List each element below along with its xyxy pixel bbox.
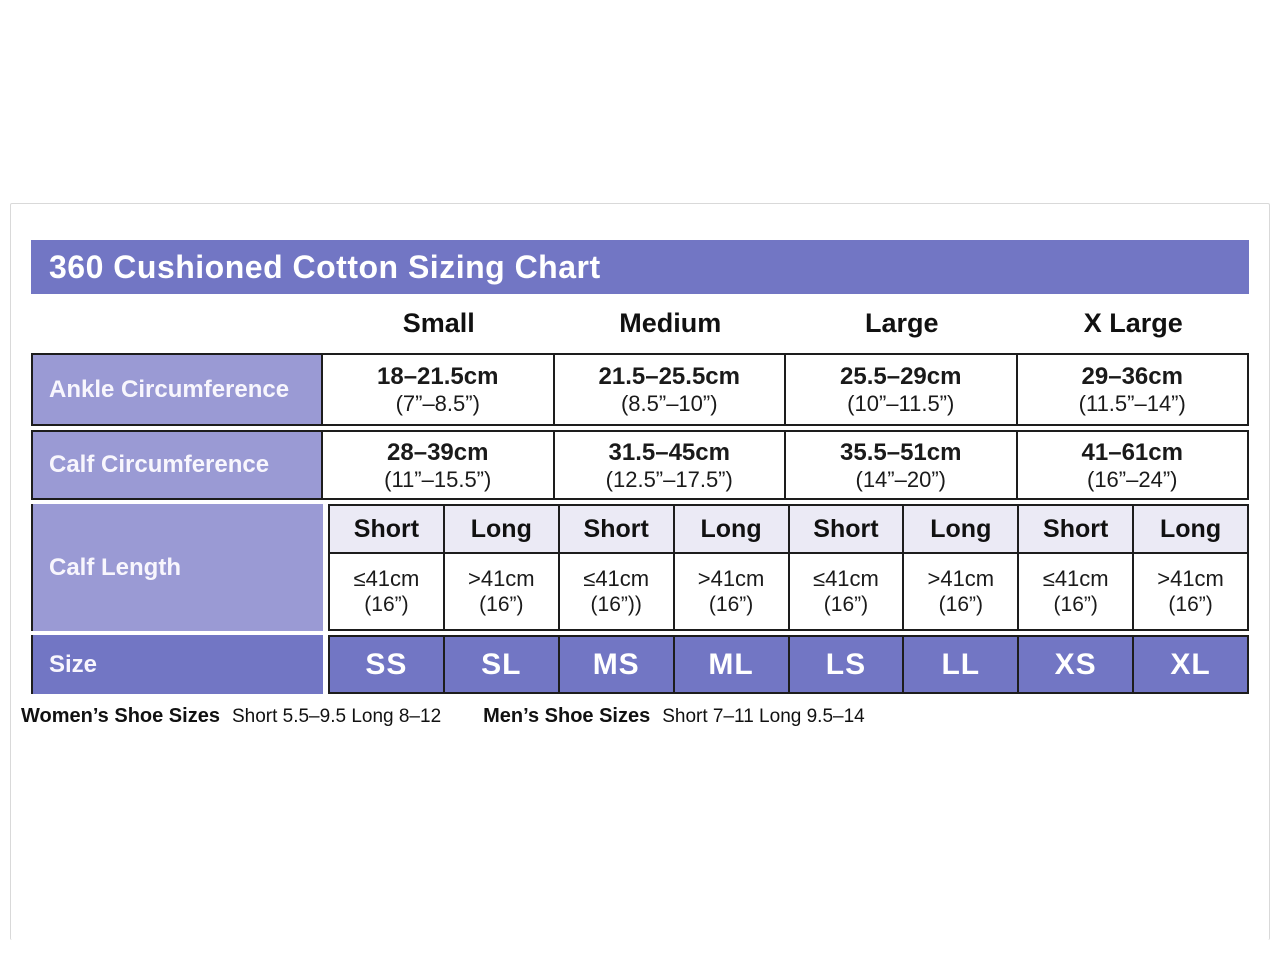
subheader-xlarge-long: Long: [1132, 506, 1247, 552]
size-ms: MS: [557, 637, 673, 692]
mens-shoe-sizes-values: Short 7–11 Long 9.5–14: [662, 706, 865, 727]
calfc-small-cm: 28–39cm: [387, 438, 489, 466]
ankle-circumference-row: Ankle Circumference 18–21.5cm (7”–8.5”) …: [31, 353, 1249, 426]
subheader-xlarge-short: Short: [1017, 506, 1133, 552]
calflen-sl-cm: >41cm: [467, 566, 535, 591]
ankle-small-cell: 18–21.5cm (7”–8.5”): [323, 355, 553, 424]
calflen-ll-in: (16”): [938, 593, 983, 616]
calfc-xlarge-cell: 41–61cm (16”–24”): [1015, 432, 1248, 498]
calflen-ml-in: (16”): [708, 593, 754, 616]
shoe-sizes-footer: Women’s Shoe Sizes Short 5.5–9.5 Long 8–…: [21, 705, 1249, 728]
row-label-size: Size: [31, 635, 323, 694]
size-ls: LS: [787, 637, 903, 692]
calflen-xl-cell: >41cm (16”): [1132, 554, 1247, 629]
ankle-small-cm: 18–21.5cm: [377, 363, 499, 390]
sizing-chart-card: 360 Cushioned Cotton Sizing Chart Small …: [10, 203, 1270, 940]
subheader-medium-long: Long: [672, 506, 788, 552]
calflen-ss-cm: ≤41cm: [353, 566, 420, 591]
calflen-ml-cell: >41cm (16”): [672, 554, 788, 629]
calflen-xs-cm: ≤41cm: [1042, 566, 1109, 591]
size-ml: ML: [672, 637, 788, 692]
calflen-xs-cell: ≤41cm (16”): [1017, 554, 1132, 629]
calfc-medium-in: (12.5”–17.5”): [605, 466, 733, 492]
calfc-large-cell: 35.5–51cm (14”–20”): [784, 432, 1016, 498]
calflen-xs-in: (16”): [1053, 593, 1098, 616]
subheader-medium-short: Short: [557, 506, 673, 552]
ankle-medium-cell: 21.5–25.5cm (8.5”–10”): [552, 355, 785, 424]
womens-shoe-sizes-values: Short 5.5–9.5 Long 8–12: [231, 706, 442, 727]
column-header-small: Small: [402, 308, 475, 338]
ankle-medium-in: (8.5”–10”): [620, 391, 718, 416]
calflen-ls-in: (16”): [823, 593, 869, 616]
calfc-medium-cell: 31.5–45cm (12.5”–17.5”): [552, 432, 785, 498]
size-xl: XL: [1132, 637, 1247, 692]
calflen-ss-cell: ≤41cm (16”): [330, 554, 443, 629]
calfc-xlarge-cm: 41–61cm: [1081, 438, 1183, 466]
calfc-small-in: (11”–15.5”): [384, 466, 492, 492]
ankle-small-in: (7”–8.5”): [395, 391, 480, 416]
size-column-headers: Small Medium Large X Large: [31, 294, 1249, 353]
womens-shoe-sizes-label: Women’s Shoe Sizes: [21, 705, 220, 727]
size-xs: XS: [1017, 637, 1132, 692]
calflen-ls-cell: ≤41cm (16”): [787, 554, 903, 629]
ankle-xlarge-cm: 29–36cm: [1081, 363, 1183, 390]
chart-title: 360 Cushioned Cotton Sizing Chart: [49, 248, 601, 285]
row-label-calf-length: Calf Length: [31, 504, 323, 631]
calflen-ml-cm: >41cm: [697, 566, 765, 591]
mens-shoe-sizes-label: Men’s Shoe Sizes: [483, 705, 651, 727]
size-values: SS SL MS ML LS LL XS XL: [328, 635, 1249, 694]
calflen-ls-cm: ≤41cm: [813, 566, 879, 591]
size-sl: SL: [442, 637, 558, 692]
calfc-small-cell: 28–39cm (11”–15.5”): [323, 432, 553, 498]
ankle-xlarge-cell: 29–36cm (11.5”–14”): [1015, 355, 1248, 424]
ankle-xlarge-in: (11.5”–14”): [1078, 391, 1186, 416]
calflen-ll-cm: >41cm: [927, 566, 995, 591]
ankle-large-cm: 25.5–29cm: [840, 363, 962, 390]
calf-length-row: Calf Length Short Long Short Long Short …: [31, 504, 1249, 631]
calf-circumference-row: Calf Circumference 28–39cm (11”–15.5”) 3…: [31, 430, 1249, 500]
column-header-xlarge: X Large: [1083, 308, 1183, 338]
ankle-large-in: (10”–11.5”): [847, 391, 955, 416]
size-ll: LL: [902, 637, 1017, 692]
calfc-xlarge-in: (16”–24”): [1087, 466, 1178, 492]
calf-circumference-values: 28–39cm (11”–15.5”) 31.5–45cm (12.5”–17.…: [323, 430, 1249, 500]
calflen-sl-cell: >41cm (16”): [442, 554, 558, 629]
column-header-medium: Medium: [619, 308, 722, 338]
calfc-large-cm: 35.5–51cm: [840, 438, 962, 466]
ankle-large-cell: 25.5–29cm (10”–11.5”): [784, 355, 1016, 424]
calfc-large-in: (14”–20”): [855, 466, 946, 492]
calf-length-value-row: ≤41cm (16”) >41cm (16”) ≤41cm (16”)) >41…: [330, 554, 1247, 629]
subheader-small-long: Long: [442, 506, 558, 552]
calflen-xl-cm: >41cm: [1157, 566, 1224, 591]
size-ss: SS: [365, 647, 408, 681]
ankle-medium-cm: 21.5–25.5cm: [598, 363, 740, 390]
size-row: Size SS SL MS ML LS LL XS XL: [31, 635, 1249, 694]
subheader-large-long: Long: [902, 506, 1018, 552]
calflen-ms-cm: ≤41cm: [583, 566, 650, 591]
calflen-ms-cell: ≤41cm (16”)): [557, 554, 673, 629]
column-header-large: Large: [864, 308, 939, 338]
row-label-ankle-circumference: Ankle Circumference: [31, 353, 323, 426]
calflen-ms-in: (16”)): [590, 593, 642, 616]
chart-title-bar: 360 Cushioned Cotton Sizing Chart: [31, 240, 1249, 294]
ankle-values: 18–21.5cm (7”–8.5”) 21.5–25.5cm (8.5”–10…: [323, 353, 1249, 426]
calflen-sl-in: (16”): [479, 593, 524, 616]
calflen-ll-cell: >41cm (16”): [902, 554, 1017, 629]
calflen-xl-in: (16”): [1168, 593, 1213, 616]
calfc-medium-cm: 31.5–45cm: [608, 438, 730, 466]
row-label-calf-circumference: Calf Circumference: [31, 430, 323, 500]
subheader-small-short: Short: [330, 506, 443, 552]
subheader-large-short: Short: [787, 506, 903, 552]
calf-length-values: Short Long Short Long Short Long Short L…: [328, 504, 1249, 631]
short-long-subheader-row: Short Long Short Long Short Long Short L…: [330, 506, 1247, 554]
calflen-ss-in: (16”): [364, 593, 409, 616]
